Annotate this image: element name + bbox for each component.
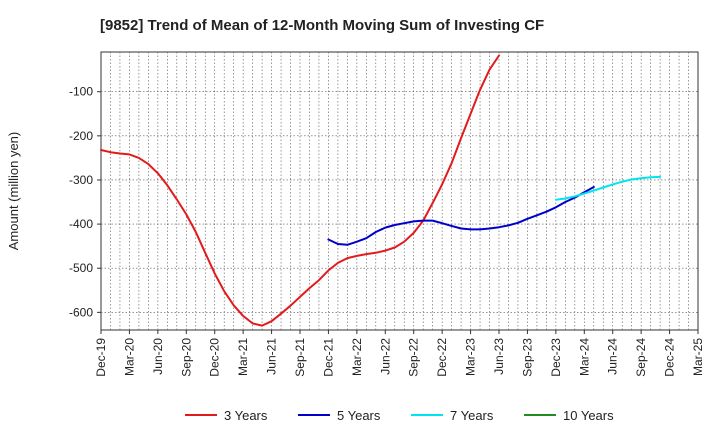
- x-tick-label: Dec-22: [435, 338, 449, 377]
- x-tick-label: Jun-24: [606, 338, 620, 375]
- x-tick-label: Mar-25: [691, 338, 705, 376]
- legend-label: 7 Years: [450, 408, 494, 423]
- series-line-5-years: [327, 186, 595, 246]
- x-tick-label: Mar-21: [236, 338, 250, 376]
- x-tick-label: Jun-21: [265, 338, 279, 375]
- x-tick-label: Dec-24: [663, 338, 677, 377]
- x-tick-label: Mar-23: [464, 338, 478, 376]
- y-tick-label: -500: [69, 261, 93, 275]
- x-tick-label: Sep-21: [293, 338, 307, 377]
- x-tick-label: Sep-22: [407, 338, 421, 377]
- y-axis-label: Amount (million yen): [6, 132, 21, 251]
- x-tick-label: Sep-23: [520, 338, 534, 377]
- series-line-7-years: [554, 175, 662, 201]
- x-tick-label: Dec-21: [321, 338, 335, 377]
- y-tick-label: -600: [69, 305, 93, 319]
- x-tick-label: Mar-20: [122, 338, 136, 376]
- x-tick-label: Sep-24: [634, 338, 648, 377]
- x-tick-label: Mar-24: [577, 338, 591, 376]
- x-tick-label: Dec-20: [208, 338, 222, 377]
- x-tick-label: Mar-22: [350, 338, 364, 376]
- x-tick-label: Dec-23: [549, 338, 563, 377]
- y-tick-label: -100: [69, 85, 93, 99]
- x-tick-label: Jun-20: [151, 338, 165, 375]
- x-tick-label: Dec-19: [94, 338, 108, 377]
- x-tick-label: Jun-23: [492, 338, 506, 375]
- y-axis: -100 -200 -300 -400 -500 -600: [69, 85, 101, 319]
- series-group: [100, 54, 662, 327]
- legend-label: 5 Years: [337, 408, 381, 423]
- y-tick-label: -200: [69, 129, 93, 143]
- series-line-3-years: [100, 54, 500, 327]
- y-tick-label: -400: [69, 217, 93, 231]
- legend: 3 Years 5 Years 7 Years 10 Years: [185, 408, 614, 423]
- legend-label: 10 Years: [563, 408, 614, 423]
- x-axis: Dec-19 Mar-20 Jun-20 Sep-20 Dec-20 Mar-21 Jun-…: [94, 330, 705, 377]
- chart-title: [9852] Trend of Mean of 12-Month Moving …: [100, 17, 544, 34]
- legend-label: 3 Years: [224, 408, 268, 423]
- x-tick-label: Jun-22: [378, 338, 392, 375]
- x-tick-label: Sep-20: [179, 338, 193, 377]
- plot-area: [100, 51, 699, 331]
- y-tick-label: -300: [69, 173, 93, 187]
